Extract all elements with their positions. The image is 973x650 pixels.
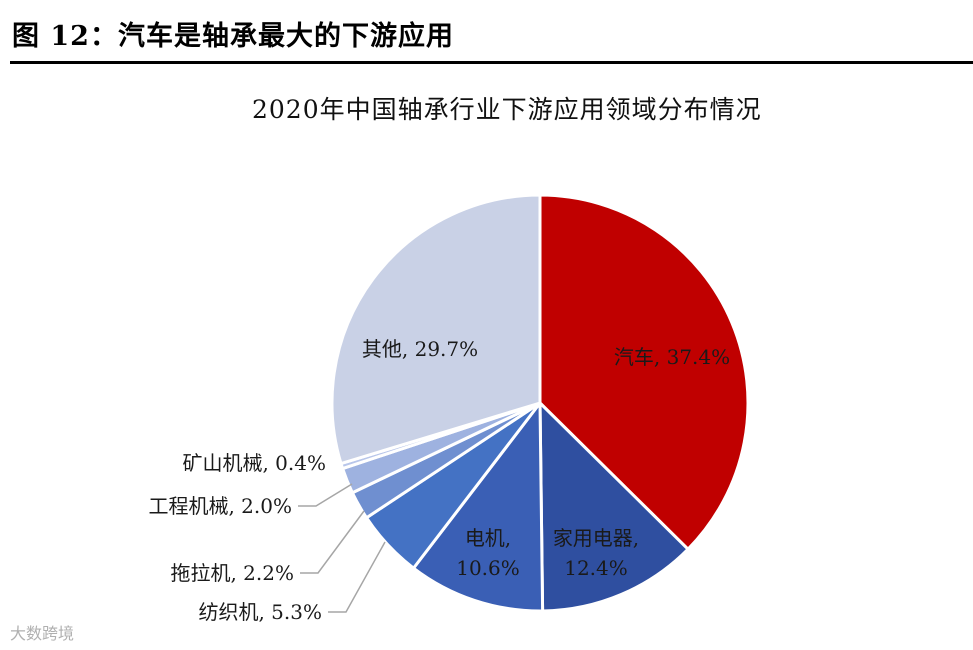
- heading-divider: [10, 61, 973, 64]
- figure-heading: 图 12：汽车是轴承最大的下游应用: [12, 21, 454, 52]
- leader-line-5: [298, 483, 353, 507]
- pie-slices: [330, 193, 750, 613]
- slice-label-5: 工程机械, 2.0%: [148, 494, 292, 518]
- leader-line-3: [328, 541, 386, 613]
- slice-label-3: 纺织机, 5.3%: [198, 600, 322, 624]
- pie-slice-0: [538, 193, 750, 551]
- leader-lines: [298, 483, 386, 613]
- slice-label-0: 汽车, 37.4%: [614, 345, 730, 369]
- leader-line-4: [300, 510, 365, 574]
- pie-slice-1: [538, 401, 690, 613]
- watermark: 大数跨境: [10, 624, 75, 643]
- chart-title: 2020年中国轴承行业下游应用领域分布情况: [252, 95, 762, 124]
- slice-label-4: 拖拉机, 2.2%: [170, 561, 294, 585]
- slice-label-7: 其他, 29.7%: [362, 337, 478, 361]
- slice-label-2: 电机, 10.6%: [456, 526, 520, 580]
- slice-label-6: 矿山机械, 0.4%: [182, 451, 326, 475]
- pie-slice-7: [330, 193, 542, 466]
- pie-slice-2: [412, 401, 545, 613]
- slice-label-1: 家用电器, 12.4%: [553, 526, 639, 580]
- slice-labels: 汽车, 37.4% 家用电器, 12.4% 电机, 10.6% 纺织机, 5.3% 拖拉机,…: [148, 337, 730, 624]
